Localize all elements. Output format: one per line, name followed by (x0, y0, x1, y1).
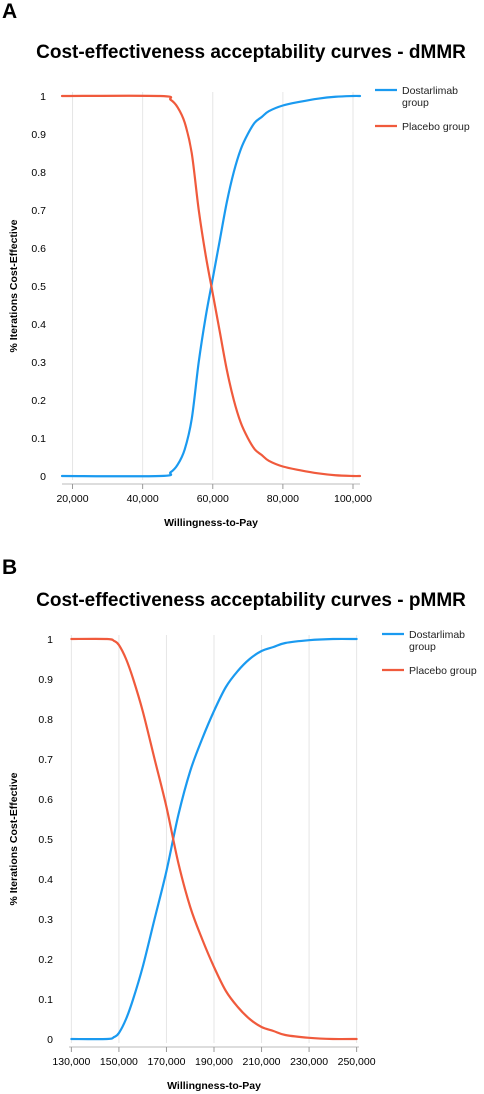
y-axis-label: % Iterations Cost-Effective (8, 219, 20, 352)
y-tick-label: 0.1 (31, 433, 46, 445)
x-tick-label: 150,000 (100, 1056, 138, 1068)
y-tick-label: 0.3 (31, 357, 46, 369)
y-tick-label: 0.4 (38, 874, 53, 886)
series-line-placebo (60, 94, 362, 478)
y-tick-label: 0.6 (31, 243, 46, 255)
y-tick-label: 0.5 (31, 281, 46, 293)
x-tick-label: 100,000 (334, 493, 372, 505)
y-tick-label: 0.6 (38, 794, 53, 806)
y-tick-label: 0.9 (31, 129, 46, 141)
legend-label: Dostarlimab (409, 629, 465, 641)
chart-dmmr: 20,000 40,000 60,000 80,000 100,000 0 0.1 0.2 0.… (8, 85, 470, 529)
y-tick-label: 0.2 (31, 395, 46, 407)
y-tick-label: 0.1 (38, 994, 53, 1006)
y-tick-label: 1 (47, 634, 53, 646)
legend-label: Placebo group (402, 121, 470, 133)
x-tick-label: 40,000 (127, 493, 159, 505)
y-tick-label: 0.7 (31, 205, 46, 217)
y-axis-label: % Iterations Cost-Effective (8, 772, 20, 905)
x-tick-label: 170,000 (147, 1056, 185, 1068)
x-axis-label: Willingness-to-Pay (167, 1080, 261, 1092)
x-tick-label: 80,000 (267, 493, 299, 505)
x-axis-label: Willingness-to-Pay (164, 517, 258, 529)
panel-b: B Cost-effectiveness acceptability curve… (0, 550, 484, 1094)
y-tick-label: 0.8 (31, 167, 46, 179)
x-tick-label: 190,000 (195, 1056, 233, 1068)
x-tick-label: 230,000 (290, 1056, 328, 1068)
panel-a: A Cost-effectiveness acceptability curve… (0, 0, 484, 545)
y-tick-label: 0.5 (38, 834, 53, 846)
x-tick-label: 210,000 (243, 1056, 281, 1068)
series-line-dostarlimab (60, 94, 362, 478)
x-tick-label: 60,000 (197, 493, 229, 505)
y-tick-label: 0.7 (38, 754, 53, 766)
y-tick-label: 0.9 (38, 674, 53, 686)
panel-label: B (2, 556, 18, 579)
y-tick-label: 1 (40, 91, 46, 103)
y-tick-label: 0.4 (31, 319, 46, 331)
y-tick-label: 0.8 (38, 714, 53, 726)
x-tick-label: 250,000 (338, 1056, 376, 1068)
y-tick-label: 0 (47, 1034, 53, 1046)
legend-label: group (402, 97, 429, 109)
chart-pmmr: 130,000 150,000 170,000 190,000 210,000 230,0… (8, 629, 477, 1092)
legend-label: Dostarlimab (402, 85, 458, 97)
x-tick-label: 130,000 (52, 1056, 90, 1068)
y-tick-label: 0.2 (38, 954, 53, 966)
series-line-placebo (70, 637, 358, 1041)
series-line-dostarlimab (70, 637, 358, 1041)
chart-title: Cost-effectiveness acceptability curves … (36, 42, 466, 63)
x-tick-label: 20,000 (56, 493, 88, 505)
chart-title: Cost-effectiveness acceptability curves … (36, 590, 466, 611)
legend-label: group (409, 641, 436, 653)
panel-label: A (2, 0, 18, 23)
y-tick-label: 0.3 (38, 914, 53, 926)
y-tick-label: 0 (40, 471, 46, 483)
legend-label: Placebo group (409, 665, 477, 677)
